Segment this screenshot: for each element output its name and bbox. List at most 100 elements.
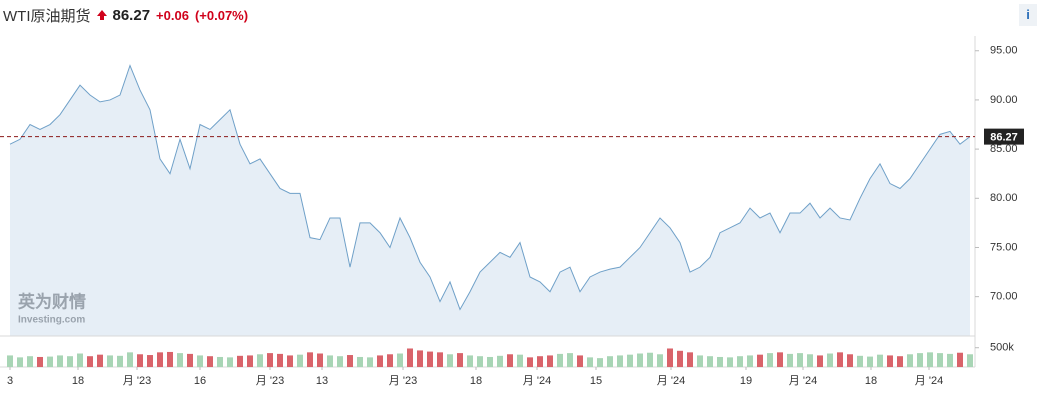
volume-bar <box>757 354 763 367</box>
volume-bar <box>777 352 783 367</box>
volume-bar <box>317 353 323 367</box>
volume-bar <box>717 356 723 367</box>
volume-bar <box>167 351 173 367</box>
change: +0.06 <box>156 7 189 23</box>
volume-bar <box>97 354 103 367</box>
y-tick-label: 90.00 <box>990 94 1018 106</box>
volume-bar <box>517 354 523 367</box>
volume-bar <box>287 355 293 367</box>
volume-bar <box>857 355 863 367</box>
volume-bar <box>177 353 183 367</box>
volume-bar <box>677 350 683 367</box>
volume-bar <box>487 356 493 367</box>
volume-bar <box>267 353 273 367</box>
volume-bar <box>57 355 63 367</box>
volume-bar <box>577 355 583 367</box>
volume-bar <box>707 356 713 367</box>
volume-bar <box>557 353 563 367</box>
volume-bar <box>587 357 593 367</box>
x-tick-label: 月 '23 <box>256 375 284 387</box>
volume-bar <box>667 348 673 367</box>
volume-bar <box>947 353 953 367</box>
x-tick-label: 月 '24 <box>915 375 943 387</box>
volume-bar <box>957 352 963 367</box>
volume-bar <box>497 355 503 367</box>
volume-bar <box>477 356 483 367</box>
volume-bar <box>337 356 343 367</box>
volume-bar <box>597 358 603 367</box>
volume-bar <box>827 353 833 367</box>
volume-bar <box>77 353 83 367</box>
volume-bar <box>967 354 973 367</box>
y-tick-label: 85.00 <box>990 143 1018 155</box>
volume-bar <box>27 356 33 367</box>
volume-bar <box>617 355 623 367</box>
volume-bar <box>917 353 923 367</box>
volume-bar <box>217 356 223 367</box>
info-button[interactable]: i <box>1019 4 1037 26</box>
volume-bar <box>447 354 453 367</box>
volume-bar <box>457 353 463 367</box>
volume-bar <box>17 357 23 367</box>
x-tick-label: 18 <box>865 375 877 387</box>
volume-bar <box>847 354 853 367</box>
header: WTI原油期货 86.27 +0.06 (+0.07%) <box>3 4 248 26</box>
volume-bar <box>357 356 363 367</box>
volume-bar <box>737 356 743 367</box>
last-price-label: 86.27 <box>990 132 1018 144</box>
volume-bar <box>437 352 443 367</box>
volume-bar <box>87 356 93 367</box>
volume-bar <box>397 353 403 367</box>
volume-bar <box>747 355 753 367</box>
volume-bar <box>797 353 803 367</box>
volume-bar <box>837 352 843 367</box>
volume-bar <box>647 352 653 367</box>
instrument-title: WTI原油期货 <box>3 7 91 25</box>
volume-bar <box>107 355 113 367</box>
volume-bar <box>567 353 573 367</box>
volume-bar <box>197 355 203 367</box>
x-tick-label: 月 '24 <box>789 375 817 387</box>
volume-bar <box>377 355 383 367</box>
volume-bar <box>727 357 733 367</box>
volume-bar <box>417 350 423 367</box>
x-tick-label: 15 <box>590 375 602 387</box>
volume-bar <box>307 352 313 367</box>
volume-bar <box>627 354 633 367</box>
volume-bar <box>47 356 53 367</box>
volume-bar <box>697 355 703 367</box>
volume-bar <box>927 352 933 367</box>
volume-bar <box>937 353 943 367</box>
volume-bar <box>537 356 543 367</box>
x-tick-label: 13 <box>316 375 328 387</box>
volume-bar <box>247 355 253 367</box>
volume-bar <box>7 355 13 367</box>
volume-bar <box>807 354 813 367</box>
volume-bar <box>297 354 303 367</box>
volume-bar <box>637 353 643 367</box>
volume-bar <box>607 356 613 367</box>
x-tick-label: 18 <box>72 375 84 387</box>
volume-bar <box>897 356 903 367</box>
volume-bar <box>67 356 73 367</box>
volume-bar <box>227 357 233 367</box>
volume-tick-label: 500k <box>990 342 1014 354</box>
price-area <box>10 65 970 337</box>
volume-bar <box>347 355 353 367</box>
x-tick-label: 月 '24 <box>523 375 551 387</box>
volume-bar <box>127 352 133 367</box>
volume-bar <box>277 353 283 367</box>
x-tick-label: 月 '24 <box>657 375 685 387</box>
x-tick-label: 月 '23 <box>389 375 417 387</box>
volume-bar <box>427 351 433 367</box>
volume-bar <box>887 355 893 367</box>
watermark-site: Investing.com <box>18 315 85 326</box>
x-tick-label: 16 <box>194 375 206 387</box>
volume-bar <box>37 356 43 367</box>
volume-bar <box>657 354 663 367</box>
volume-bar <box>907 354 913 367</box>
volume-bar <box>387 354 393 367</box>
volume-bar <box>507 354 513 367</box>
y-tick-label: 95.00 <box>990 45 1018 57</box>
